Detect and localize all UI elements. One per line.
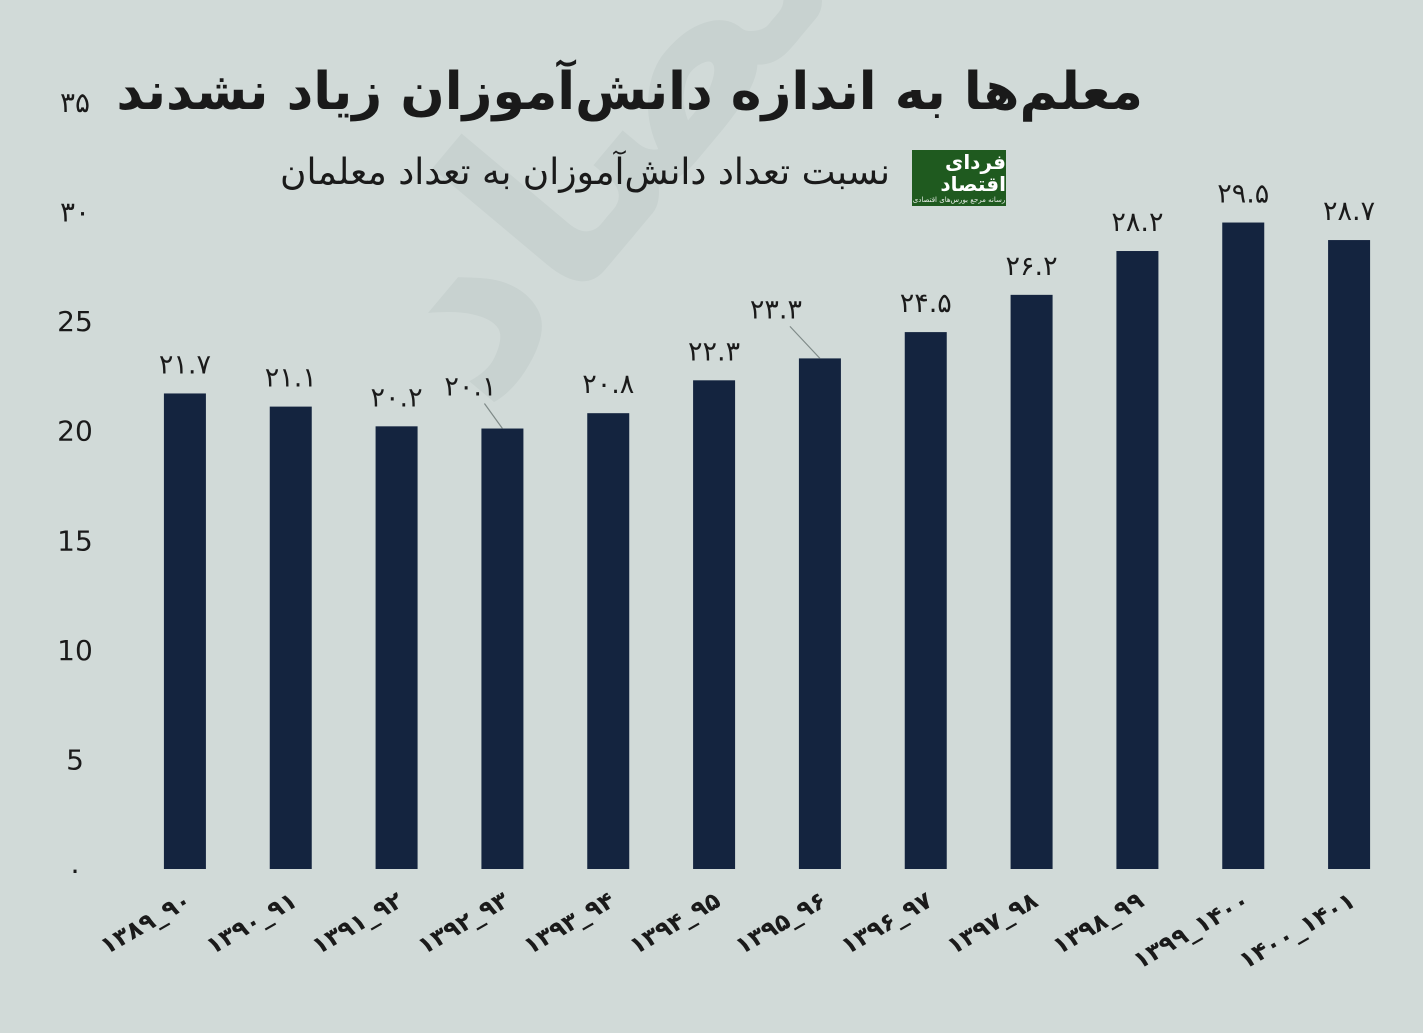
bar — [375, 426, 418, 869]
bar — [1116, 251, 1159, 869]
logo-text: فردای اقتصاد — [940, 150, 1006, 196]
x-tick-label: ۱۳۹۰_۹۱ — [201, 886, 302, 960]
logo-tagline: رسانه مرجع بورس‌های اقتصادی — [912, 196, 1006, 204]
bar — [1222, 222, 1265, 869]
y-tick-label: 20 — [57, 415, 93, 448]
data-label: ۲۹.۵ — [1217, 179, 1269, 210]
y-tick-label: 5 — [66, 743, 84, 776]
leader-line — [789, 325, 821, 359]
leader-line — [483, 403, 503, 429]
y-tick-label: 10 — [57, 634, 93, 667]
y-tick-label: ۰ — [67, 853, 82, 886]
bar — [1328, 240, 1371, 869]
x-tick-label: ۱۳۹۱_۹۲ — [307, 886, 408, 960]
chart-subtitle: نسبت تعداد دانش‌آموزان به تعداد معلمان — [280, 152, 890, 193]
data-label: ۲۳.۳ — [750, 294, 802, 325]
x-tick-label: ۱۳۹۶_۹۷ — [836, 886, 937, 960]
x-tick-label: ۱۳۹۷_۹۸ — [942, 886, 1043, 960]
bar — [798, 358, 841, 869]
x-tick-label: ۱۴۰۰_۱۴۰۱ — [1234, 886, 1360, 975]
data-label: ۲۰.۸ — [582, 369, 634, 400]
x-axis: ۱۳۸۹_۹۰ ۱۳۹۰_۹۱ ۱۳۹۱_۹۲ ۱۳۹۲_۹۳ ۱۳۹۳_۹۴ ۱۳۹۴_… — [95, 886, 1360, 975]
y-tick-label: ۳۵ — [60, 86, 90, 119]
chart-title: معلم‌ها به اندازه دانش‌آموزان زیاد نشدند — [116, 62, 1143, 122]
bars — [163, 222, 1371, 870]
bar — [904, 332, 947, 870]
data-label: ۲۰.۱ — [444, 372, 496, 403]
data-label: ۲۸.۷ — [1323, 196, 1375, 227]
data-label: ۲۶.۲ — [1006, 251, 1058, 282]
bar — [587, 413, 630, 869]
bar — [163, 393, 206, 869]
x-tick-label: ۱۳۹۳_۹۴ — [519, 886, 620, 960]
x-tick-label: ۱۳۸۹_۹۰ — [95, 886, 196, 960]
data-label: ۲۱.۷ — [159, 349, 211, 380]
x-tick-label: ۱۳۹۹_۱۴۰۰ — [1128, 886, 1254, 975]
brand-logo: فردای اقتصاد رسانه مرجع بورس‌های اقتصادی — [912, 150, 1006, 206]
y-tick-label: 15 — [57, 524, 93, 557]
data-label: ۲۰.۲ — [371, 382, 423, 413]
y-tick-label: 25 — [57, 305, 93, 338]
bar — [693, 380, 736, 869]
y-axis: ۰ 5 10 15 20 25 ۳۰ ۳۵ — [57, 86, 93, 886]
data-label: ۲۲.۳ — [688, 336, 740, 367]
y-tick-label: ۳۰ — [60, 196, 90, 229]
bar — [1010, 294, 1053, 869]
x-tick-label: ۱۳۹۴_۹۵ — [625, 886, 726, 960]
data-label: ۲۱.۱ — [265, 363, 317, 394]
leader-lines — [483, 325, 821, 429]
x-tick-label: ۱۳۹۲_۹۳ — [413, 886, 514, 960]
bar — [481, 428, 524, 869]
x-tick-label: ۱۳۹۵_۹۶ — [730, 886, 831, 960]
bar — [269, 406, 312, 869]
data-label: ۲۴.۵ — [900, 288, 952, 319]
data-label: ۲۸.۲ — [1111, 207, 1163, 238]
data-labels: ۲۱.۷ ۲۱.۱ ۲۰.۲ ۲۰.۱ ۲۰.۸ ۲۲.۳ ۲۳.۳ ۲۴.۵ ۲۶.۲ ۲۸.۲… — [159, 179, 1375, 414]
